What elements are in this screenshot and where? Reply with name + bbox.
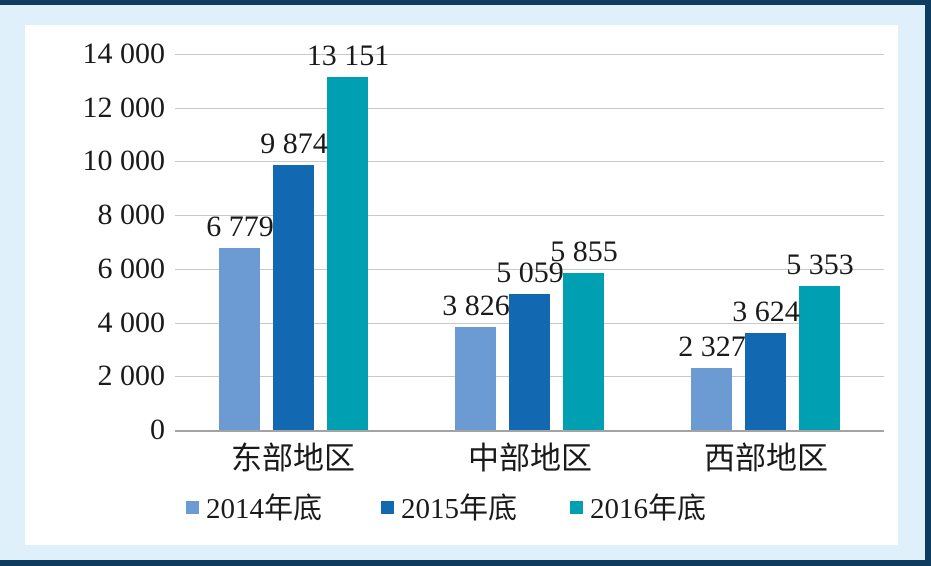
legend-item-2016: 2016年底	[570, 491, 706, 527]
right-border	[925, 0, 931, 566]
bar-value-label: 2 327	[678, 330, 746, 363]
bar-value-label: 5 059	[496, 256, 564, 289]
top-border	[0, 0, 931, 5]
legend-label-2014: 2014年底	[206, 493, 323, 525]
bar-value-label: 13 151	[306, 39, 390, 72]
legend-item-2015: 2015年底	[381, 491, 517, 527]
bar	[273, 165, 314, 430]
legend-label-2015: 2015年底	[401, 493, 518, 525]
bar-value-label: 3 624	[732, 295, 800, 328]
x-axis-line	[175, 430, 884, 432]
bar-value-label: 5 353	[786, 248, 854, 281]
bar-value-label: 6 779	[206, 210, 274, 243]
bar	[327, 77, 368, 430]
bar	[799, 286, 840, 430]
y-axis-tick-label: 4 000	[97, 306, 166, 339]
bar-value-label: 5 855	[550, 235, 618, 268]
gridline	[175, 108, 884, 109]
y-axis-tick-label: 2 000	[97, 359, 166, 392]
legend-swatch-2015-icon	[381, 500, 394, 514]
y-axis-tick-label: 10 000	[82, 144, 166, 177]
gridline	[175, 161, 884, 162]
bar	[563, 273, 604, 430]
gridline	[175, 215, 884, 216]
bar-value-label: 9 874	[260, 127, 328, 160]
chart-panel: 0 2 000 4 000 6 000 8 000 10 000 12 000 14 000 6…	[25, 25, 898, 545]
bar	[509, 294, 550, 430]
bar-value-label: 3 826	[442, 289, 510, 322]
plot-area: 0 2 000 4 000 6 000 8 000 10 000 12 000 14 000 6…	[25, 25, 898, 545]
x-axis-label-west: 西部地区	[704, 441, 828, 476]
bar	[691, 368, 732, 430]
legend-label-2016: 2016年底	[590, 493, 707, 525]
legend-item-2014: 2014年底	[186, 491, 322, 527]
gridline	[175, 269, 884, 270]
x-axis-label-east: 东部地区	[231, 441, 355, 476]
y-axis-tick-label: 8 000	[97, 198, 166, 231]
legend-swatch-2016-icon	[570, 500, 583, 514]
legend-swatch-2014-icon	[186, 500, 199, 514]
bottom-border	[0, 560, 931, 566]
bar	[455, 327, 496, 430]
y-axis-tick-label: 6 000	[97, 252, 166, 285]
gridline	[175, 54, 884, 55]
y-axis-tick-label: 12 000	[82, 91, 166, 124]
bar	[219, 248, 260, 430]
y-axis-tick-label: 0	[150, 413, 165, 446]
y-axis-tick-label: 14 000	[82, 37, 166, 70]
bar	[745, 333, 786, 430]
x-axis-label-central: 中部地区	[468, 441, 592, 476]
